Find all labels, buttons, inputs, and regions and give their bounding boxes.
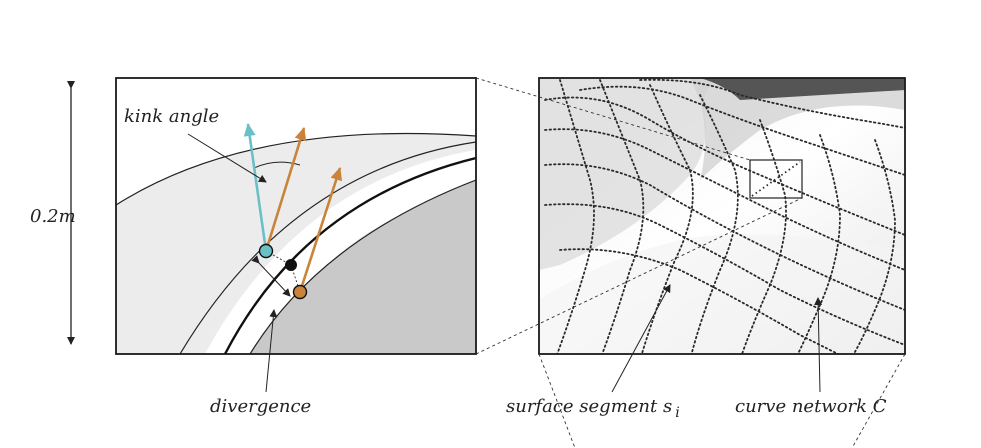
- network-curve: [223, 156, 476, 354]
- right-panel: [538, 77, 906, 355]
- surface-point-orange: [292, 284, 308, 300]
- zoom-connectors: [475, 77, 906, 448]
- divergence-label: divergence: [210, 396, 311, 417]
- zoom-window-curve: [751, 161, 801, 197]
- kink-angle-leader: [187, 133, 267, 183]
- right-panel-frame: [538, 77, 906, 355]
- surface-dark-crest: [700, 78, 905, 100]
- scale-label: 0.2m: [30, 206, 76, 227]
- divergence-measure-arrow: [251, 255, 291, 297]
- normal-arrow-orange-upper: [264, 127, 307, 252]
- left-panel-frame: [115, 77, 477, 355]
- curve-network-label: curve network C: [735, 396, 887, 417]
- normal-arrow-cyan: [243, 123, 268, 252]
- surface-region-upper: [116, 133, 476, 354]
- surface-segment-leader: [611, 284, 671, 393]
- surface-region-lower: [250, 180, 476, 354]
- curve-upper-edge: [179, 141, 476, 354]
- curve-network-leader: [814, 297, 823, 393]
- kink-angle-arc: [253, 161, 301, 169]
- surface-shade-ridge: [690, 78, 905, 180]
- surface-point-cyan: [258, 243, 274, 259]
- scale-bar: 0.2m: [30, 81, 76, 345]
- left-panel: kink angle: [115, 77, 477, 355]
- surface-shade-left: [539, 78, 720, 270]
- patch-boundary-curve: [116, 132, 476, 206]
- surface-band: [205, 150, 476, 354]
- divergence-leader: [265, 309, 278, 393]
- zoom-window: [749, 159, 803, 199]
- kink-angle-label: kink angle: [124, 106, 219, 127]
- normal-arrow-orange-lower: [298, 167, 343, 293]
- curve-lower-edge: [249, 179, 476, 354]
- curve-point: [285, 259, 297, 271]
- surface-shade-front: [539, 234, 905, 354]
